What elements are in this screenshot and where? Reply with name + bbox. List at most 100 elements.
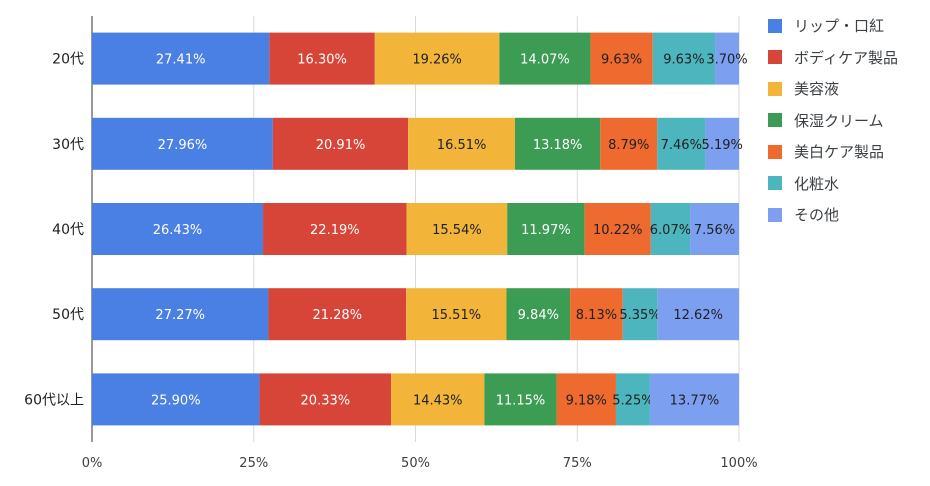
bar-segment <box>92 117 273 170</box>
x-tick-label: 0% <box>82 456 103 471</box>
bar-segment <box>92 32 270 85</box>
bar-segment <box>406 203 508 255</box>
x-tick-label: 75% <box>563 456 592 471</box>
bar-segment <box>268 288 407 341</box>
data-label: 26.43% <box>153 223 203 238</box>
bar-segment <box>556 373 616 426</box>
bar-segment <box>272 117 409 170</box>
data-label: 27.27% <box>155 308 205 323</box>
legend-swatch <box>768 81 782 96</box>
bar-segment <box>649 373 739 426</box>
category-label: 20代 <box>52 52 84 68</box>
bar-segment <box>263 203 407 255</box>
data-label: 12.62% <box>673 308 723 323</box>
legend-item: 保湿クリーム <box>768 105 898 137</box>
data-label: 27.41% <box>156 53 206 68</box>
data-label: 21.28% <box>312 308 362 323</box>
x-tick-label: 100% <box>720 456 757 471</box>
data-label: 15.54% <box>432 223 482 238</box>
data-label: 14.07% <box>520 53 570 68</box>
legend-label: その他 <box>794 206 840 225</box>
data-label: 5.19% <box>702 138 743 153</box>
bar-segment <box>690 203 739 255</box>
legend-label: ボディケア製品 <box>794 48 898 67</box>
data-label: 3.70% <box>706 53 747 68</box>
legend-swatch <box>768 50 782 65</box>
legend-item: 美容液 <box>768 73 898 105</box>
bar-segment <box>515 117 601 170</box>
data-label: 9.63% <box>601 53 642 68</box>
bar-segment <box>705 117 739 170</box>
legend-swatch <box>768 113 782 128</box>
bar-segment <box>269 32 375 85</box>
data-label: 20.91% <box>316 138 366 153</box>
data-label: 8.13% <box>576 308 617 323</box>
data-label: 5.25% <box>612 393 653 408</box>
legend-swatch <box>768 176 782 191</box>
category-label: 30代 <box>52 137 84 153</box>
data-label: 27.96% <box>158 138 208 153</box>
data-label: 5.35% <box>619 308 660 323</box>
category-label: 50代 <box>52 307 84 323</box>
bar-segment <box>600 117 658 170</box>
legend-label: 保湿クリーム <box>794 111 884 130</box>
category-label: 40代 <box>52 222 84 238</box>
data-label: 20.33% <box>301 393 351 408</box>
data-label: 14.43% <box>413 393 463 408</box>
data-label: 7.46% <box>661 138 702 153</box>
bar-segment <box>391 373 485 426</box>
bar-segment <box>657 117 706 170</box>
bar-segment <box>92 373 260 426</box>
bar-segment <box>499 32 591 85</box>
data-label: 11.97% <box>521 223 571 238</box>
legend-label: 化粧水 <box>794 174 840 193</box>
legend-swatch <box>768 207 782 222</box>
data-label: 16.30% <box>297 53 347 68</box>
bar-segment <box>622 288 658 341</box>
data-label: 10.22% <box>593 223 643 238</box>
legend-swatch <box>768 18 782 33</box>
data-label: 9.84% <box>518 308 559 323</box>
data-label: 11.15% <box>496 393 546 408</box>
legend-label: 美容液 <box>794 80 840 99</box>
bar-segment <box>92 288 269 341</box>
data-label: 19.26% <box>412 53 462 68</box>
data-label: 13.77% <box>670 393 720 408</box>
bar-segment <box>374 32 500 85</box>
data-label: 9.63% <box>663 53 704 68</box>
legend-swatch <box>768 144 782 159</box>
data-label: 13.18% <box>533 138 583 153</box>
bar-segment <box>615 373 650 426</box>
bar-segment <box>406 288 507 341</box>
legend-item: リップ・口紅 <box>768 10 898 42</box>
category-label: 60代以上 <box>24 392 84 408</box>
legend-label: 美白ケア製品 <box>794 143 885 162</box>
bar-segment <box>92 203 264 255</box>
bar-segment <box>408 117 516 170</box>
data-label: 7.56% <box>694 223 735 238</box>
data-label: 22.19% <box>310 223 360 238</box>
legend-item: その他 <box>768 199 898 231</box>
legend-label: リップ・口紅 <box>794 17 885 36</box>
legend-item: 美白ケア製品 <box>768 136 898 168</box>
data-label: 9.18% <box>566 393 607 408</box>
x-tick-label: 50% <box>401 456 430 471</box>
data-label: 8.79% <box>608 138 649 153</box>
data-label: 25.90% <box>151 393 201 408</box>
bar-segment <box>259 373 392 426</box>
data-label: 6.07% <box>650 223 691 238</box>
bar-segment <box>506 288 571 341</box>
bar-segment <box>650 203 691 255</box>
data-label: 16.51% <box>437 138 487 153</box>
bar-segment <box>652 32 716 85</box>
bar-segment <box>570 288 623 341</box>
bar-segment <box>584 203 651 255</box>
bar-segment <box>657 288 739 341</box>
legend-item: 化粧水 <box>768 168 898 200</box>
bar-segment <box>715 32 739 85</box>
bar-segment <box>590 32 653 85</box>
legend-item: ボディケア製品 <box>768 42 898 74</box>
x-tick-label: 25% <box>239 456 268 471</box>
bar-segment <box>507 203 585 255</box>
